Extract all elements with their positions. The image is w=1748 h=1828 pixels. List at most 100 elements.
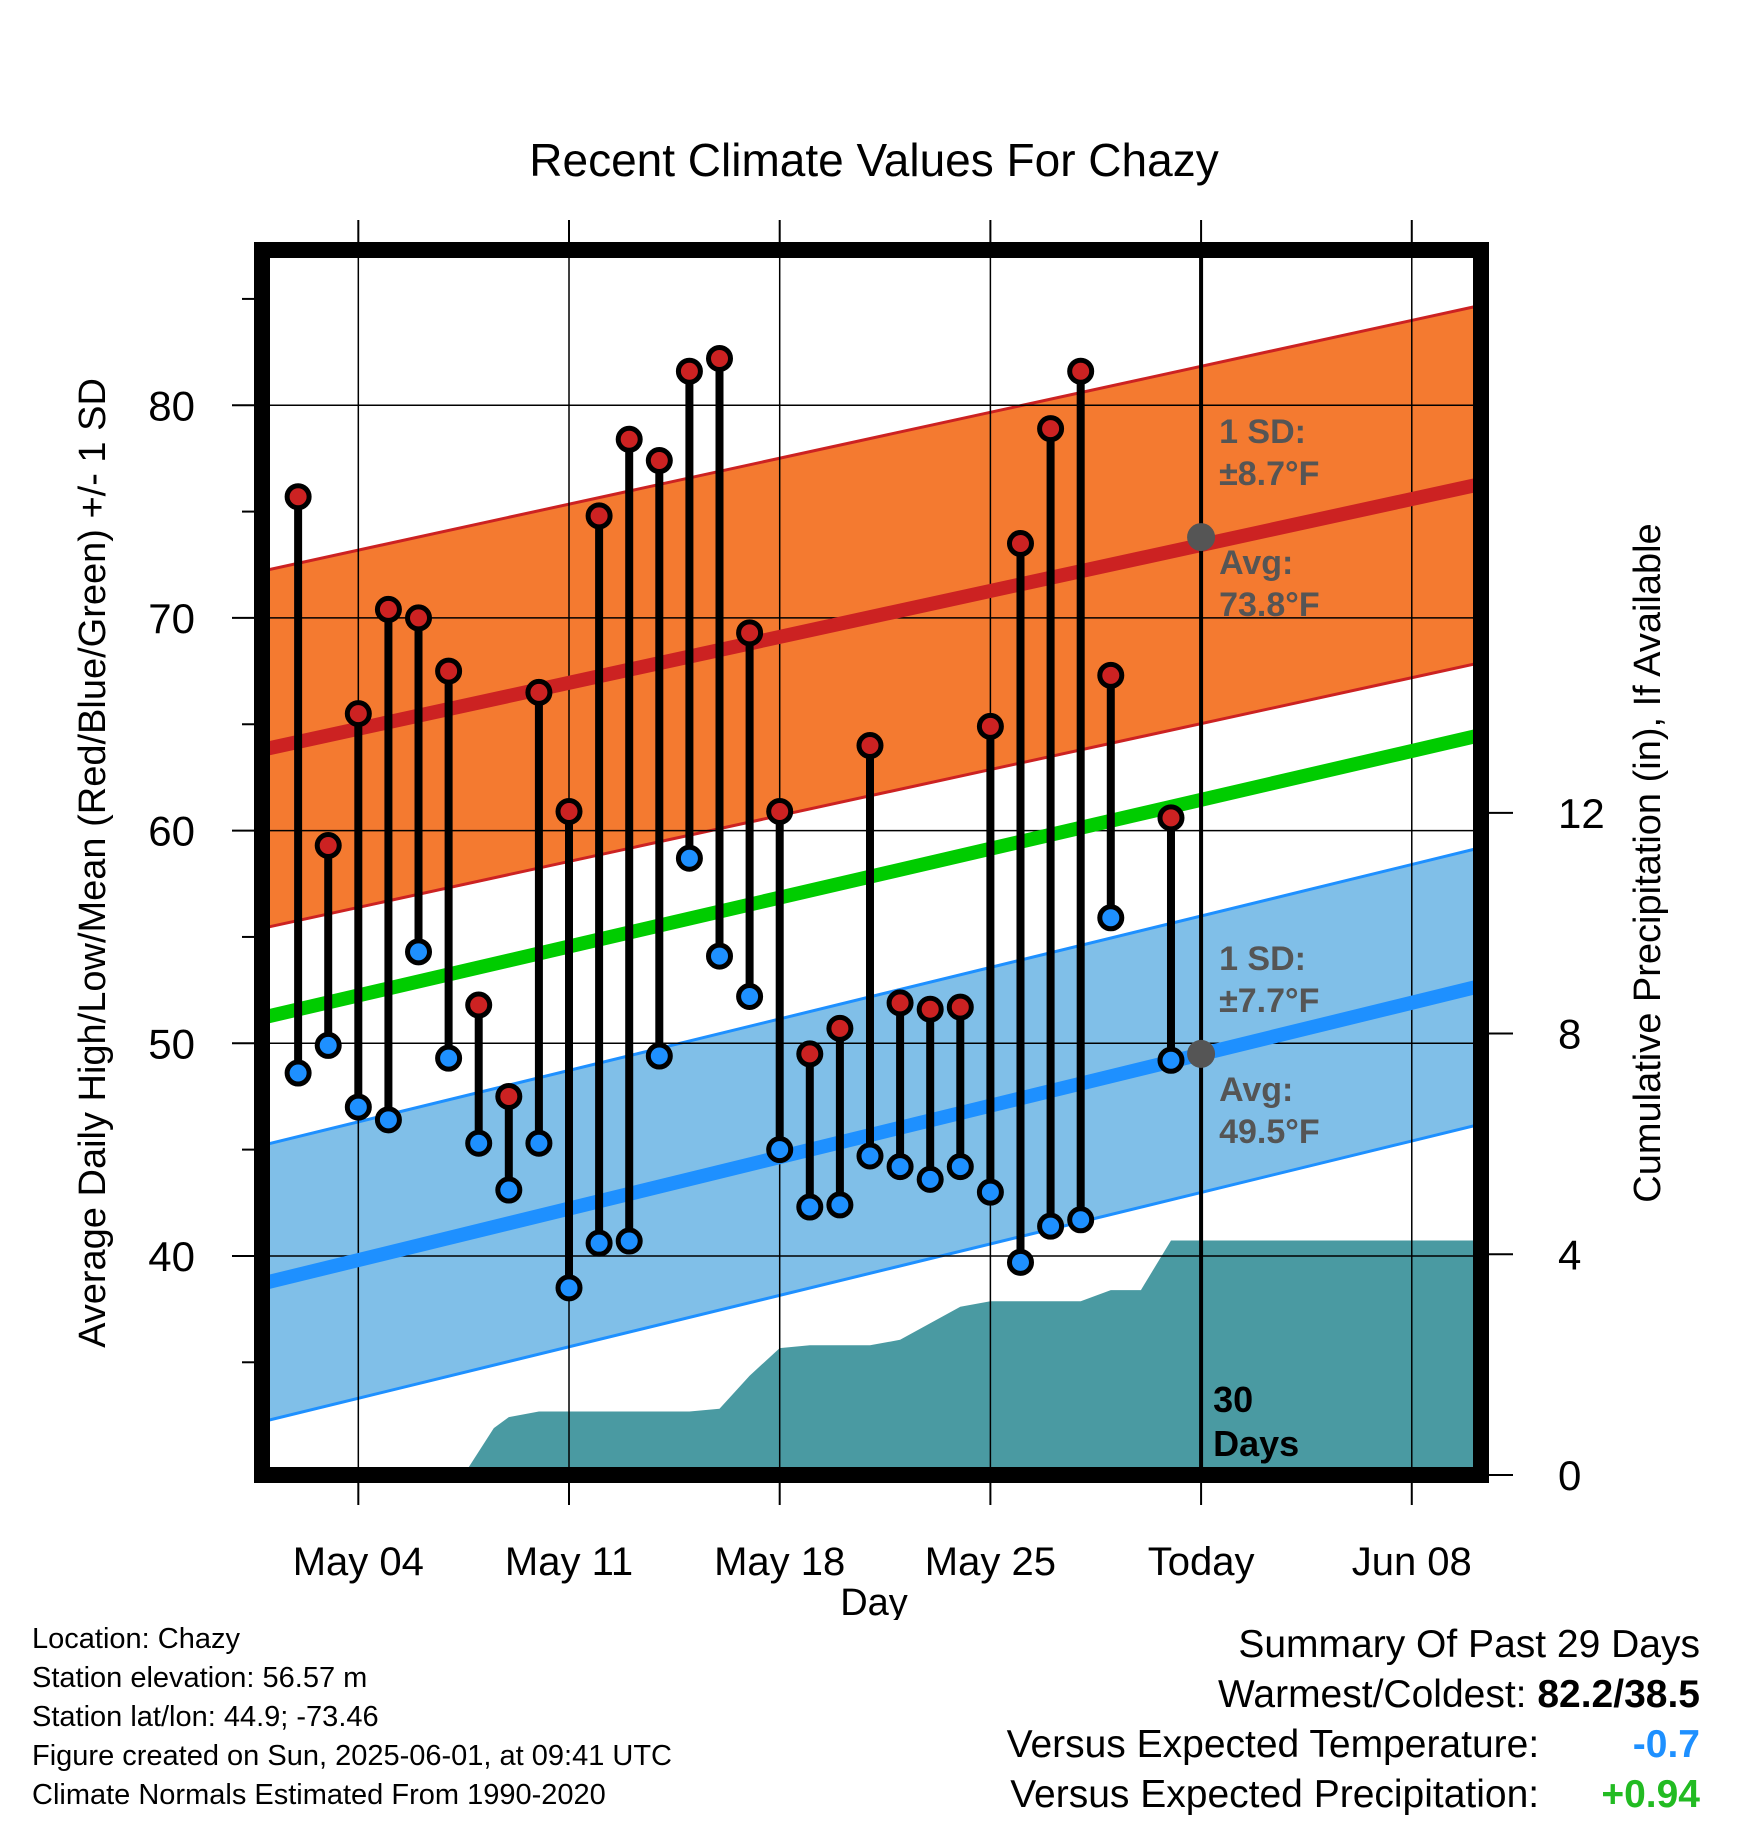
- daily-high-point: [706, 344, 734, 372]
- summary-heading: Summary Of Past 29 Days: [1238, 1623, 1700, 1666]
- warmest-coldest-row: Warmest/Coldest: 82.2/38.5: [1007, 1670, 1700, 1720]
- daily-low-point: [1037, 1212, 1065, 1240]
- low-avg-marker: [1187, 1039, 1216, 1068]
- y2-tick-label: 12: [1558, 790, 1605, 837]
- x-tick-label: Today: [1148, 1540, 1255, 1584]
- daily-low-point: [706, 942, 734, 970]
- daily-low-point: [856, 1142, 884, 1170]
- y-tick-label: 80: [148, 382, 195, 429]
- daily-high-point: [886, 989, 914, 1017]
- low-avg-annotation: Avg: 49.5°F: [1219, 1071, 1320, 1151]
- daily-high-point: [495, 1082, 523, 1110]
- daily-high-point: [435, 657, 463, 685]
- y-tick-label: 70: [148, 595, 195, 642]
- y2-tick-label: 4: [1558, 1231, 1581, 1278]
- daily-low-point: [886, 1153, 914, 1181]
- x-tick-label: May 25: [925, 1540, 1056, 1584]
- daily-high-point: [856, 732, 884, 760]
- y-tick-label: 60: [148, 808, 195, 855]
- daily-high-point: [585, 502, 613, 530]
- high-sd-annotation-line2: ±8.7°F: [1219, 455, 1319, 493]
- daily-high-point: [374, 595, 402, 623]
- y-tick-label: 40: [148, 1233, 195, 1280]
- today-days-line2: Days: [1213, 1423, 1299, 1464]
- high-avg-marker: [1187, 523, 1216, 552]
- daily-low-point: [284, 1059, 312, 1087]
- temp-anomaly-label: Versus Expected Temperature:: [1006, 1723, 1540, 1766]
- created-text: Figure created on Sun, 2025-06-01, at 09…: [32, 1740, 672, 1772]
- plot-inner: 1 SD: ±8.7°F Avg: 73.8°F 1 SD: ±7.7°F Avg: 49.5…: [262, 250, 1481, 1475]
- precip-anomaly-value: +0.94: [1601, 1773, 1700, 1816]
- daily-low-point: [916, 1165, 944, 1193]
- daily-high-point: [826, 1014, 854, 1042]
- y-tick-label: 50: [148, 1020, 195, 1067]
- daily-high-point: [344, 700, 372, 728]
- daily-high-point: [976, 712, 1004, 740]
- elevation-text: Station elevation: 56.57 m: [32, 1662, 368, 1694]
- precip-anomaly-row: Versus Expected Precipitation: +0.94: [1007, 1770, 1700, 1820]
- daily-low-point: [736, 982, 764, 1010]
- daily-low-point: [525, 1129, 553, 1157]
- daily-low-point: [314, 1031, 342, 1059]
- daily-low-point: [946, 1153, 974, 1181]
- daily-low-point: [495, 1176, 523, 1204]
- high-avg-annotation-line1: Avg:: [1219, 544, 1293, 582]
- daily-low-point: [555, 1274, 583, 1302]
- y2-axis-label: Cumulative Precipitation (in), If Availa…: [1627, 523, 1669, 1202]
- daily-low-point: [405, 938, 433, 966]
- daily-low-point: [344, 1093, 372, 1121]
- plot-area: 1 SD: ±8.7°F Avg: 73.8°F 1 SD: ±7.7°F Avg: 49.5…: [148, 220, 1605, 1584]
- daily-low-point: [675, 844, 703, 872]
- daily-high-point: [1006, 529, 1034, 557]
- high-avg-annotation-line2: 73.8°F: [1219, 586, 1320, 624]
- daily-high-point: [1037, 415, 1065, 443]
- x-tick-label: May 11: [505, 1540, 633, 1584]
- daily-high-point: [1097, 661, 1125, 689]
- y2-tick-label: 0: [1558, 1452, 1581, 1499]
- daily-high-point: [1157, 804, 1185, 832]
- high-sd-annotation: 1 SD: ±8.7°F: [1219, 413, 1319, 493]
- precip-anomaly-label: Versus Expected Precipitation:: [1010, 1773, 1540, 1816]
- low-sd-annotation-line2: ±7.7°F: [1219, 982, 1319, 1020]
- daily-low-point: [1157, 1046, 1185, 1074]
- daily-low-point: [465, 1129, 493, 1157]
- x-tick-label: Jun 08: [1352, 1540, 1472, 1584]
- warmest-value: 82.2/38.5: [1537, 1673, 1700, 1716]
- precip-area: [463, 1240, 1481, 1475]
- station-info: Location: Chazy Station elevation: 56.57…: [32, 1620, 672, 1815]
- daily-high-point: [405, 604, 433, 632]
- daily-low-point: [585, 1229, 613, 1257]
- temp-anomaly-row: Versus Expected Temperature: -0.7: [1007, 1720, 1700, 1770]
- daily-high-point: [615, 425, 643, 453]
- daily-high-point: [946, 993, 974, 1021]
- daily-high-point: [465, 991, 493, 1019]
- daily-low-point: [1097, 904, 1125, 932]
- daily-low-point: [1067, 1206, 1095, 1234]
- daily-low-point: [796, 1193, 824, 1221]
- x-axis-label: Day: [840, 1582, 908, 1620]
- daily-low-point: [766, 1136, 794, 1164]
- x-tick-label: May 18: [714, 1540, 845, 1584]
- warmest-label: Warmest/Coldest:: [1218, 1673, 1527, 1716]
- daily-high-point: [736, 619, 764, 647]
- daily-high-point: [916, 995, 944, 1023]
- daily-high-point: [314, 831, 342, 859]
- daily-high-point: [675, 357, 703, 385]
- daily-high-point: [645, 447, 673, 475]
- low-avg-annotation-line2: 49.5°F: [1219, 1113, 1320, 1151]
- low-sd-annotation: 1 SD: ±7.7°F: [1219, 940, 1319, 1020]
- latlon-text: Station lat/lon: 44.9; -73.46: [32, 1701, 379, 1733]
- x-tick-label: May 04: [293, 1540, 424, 1584]
- y2-tick-label: 8: [1558, 1011, 1581, 1058]
- today-days-label: 30 Days: [1213, 1379, 1299, 1464]
- daily-low-point: [1006, 1248, 1034, 1276]
- summary-panel: Summary Of Past 29 Days Warmest/Coldest:…: [1007, 1620, 1700, 1820]
- daily-high-point: [796, 1040, 824, 1068]
- temp-anomaly-value: -0.7: [1632, 1723, 1700, 1766]
- daily-high-point: [1067, 357, 1095, 385]
- y-axis-label: Average Daily High/Low/Mean (Red/Blue/Gr…: [72, 378, 114, 1348]
- location-text: Location: Chazy: [32, 1623, 240, 1655]
- daily-high-point: [525, 678, 553, 706]
- climate-chart: Recent Climate Values For Chazy 1 SD: ±8.…: [72, 134, 1669, 1620]
- daily-high-point: [766, 797, 794, 825]
